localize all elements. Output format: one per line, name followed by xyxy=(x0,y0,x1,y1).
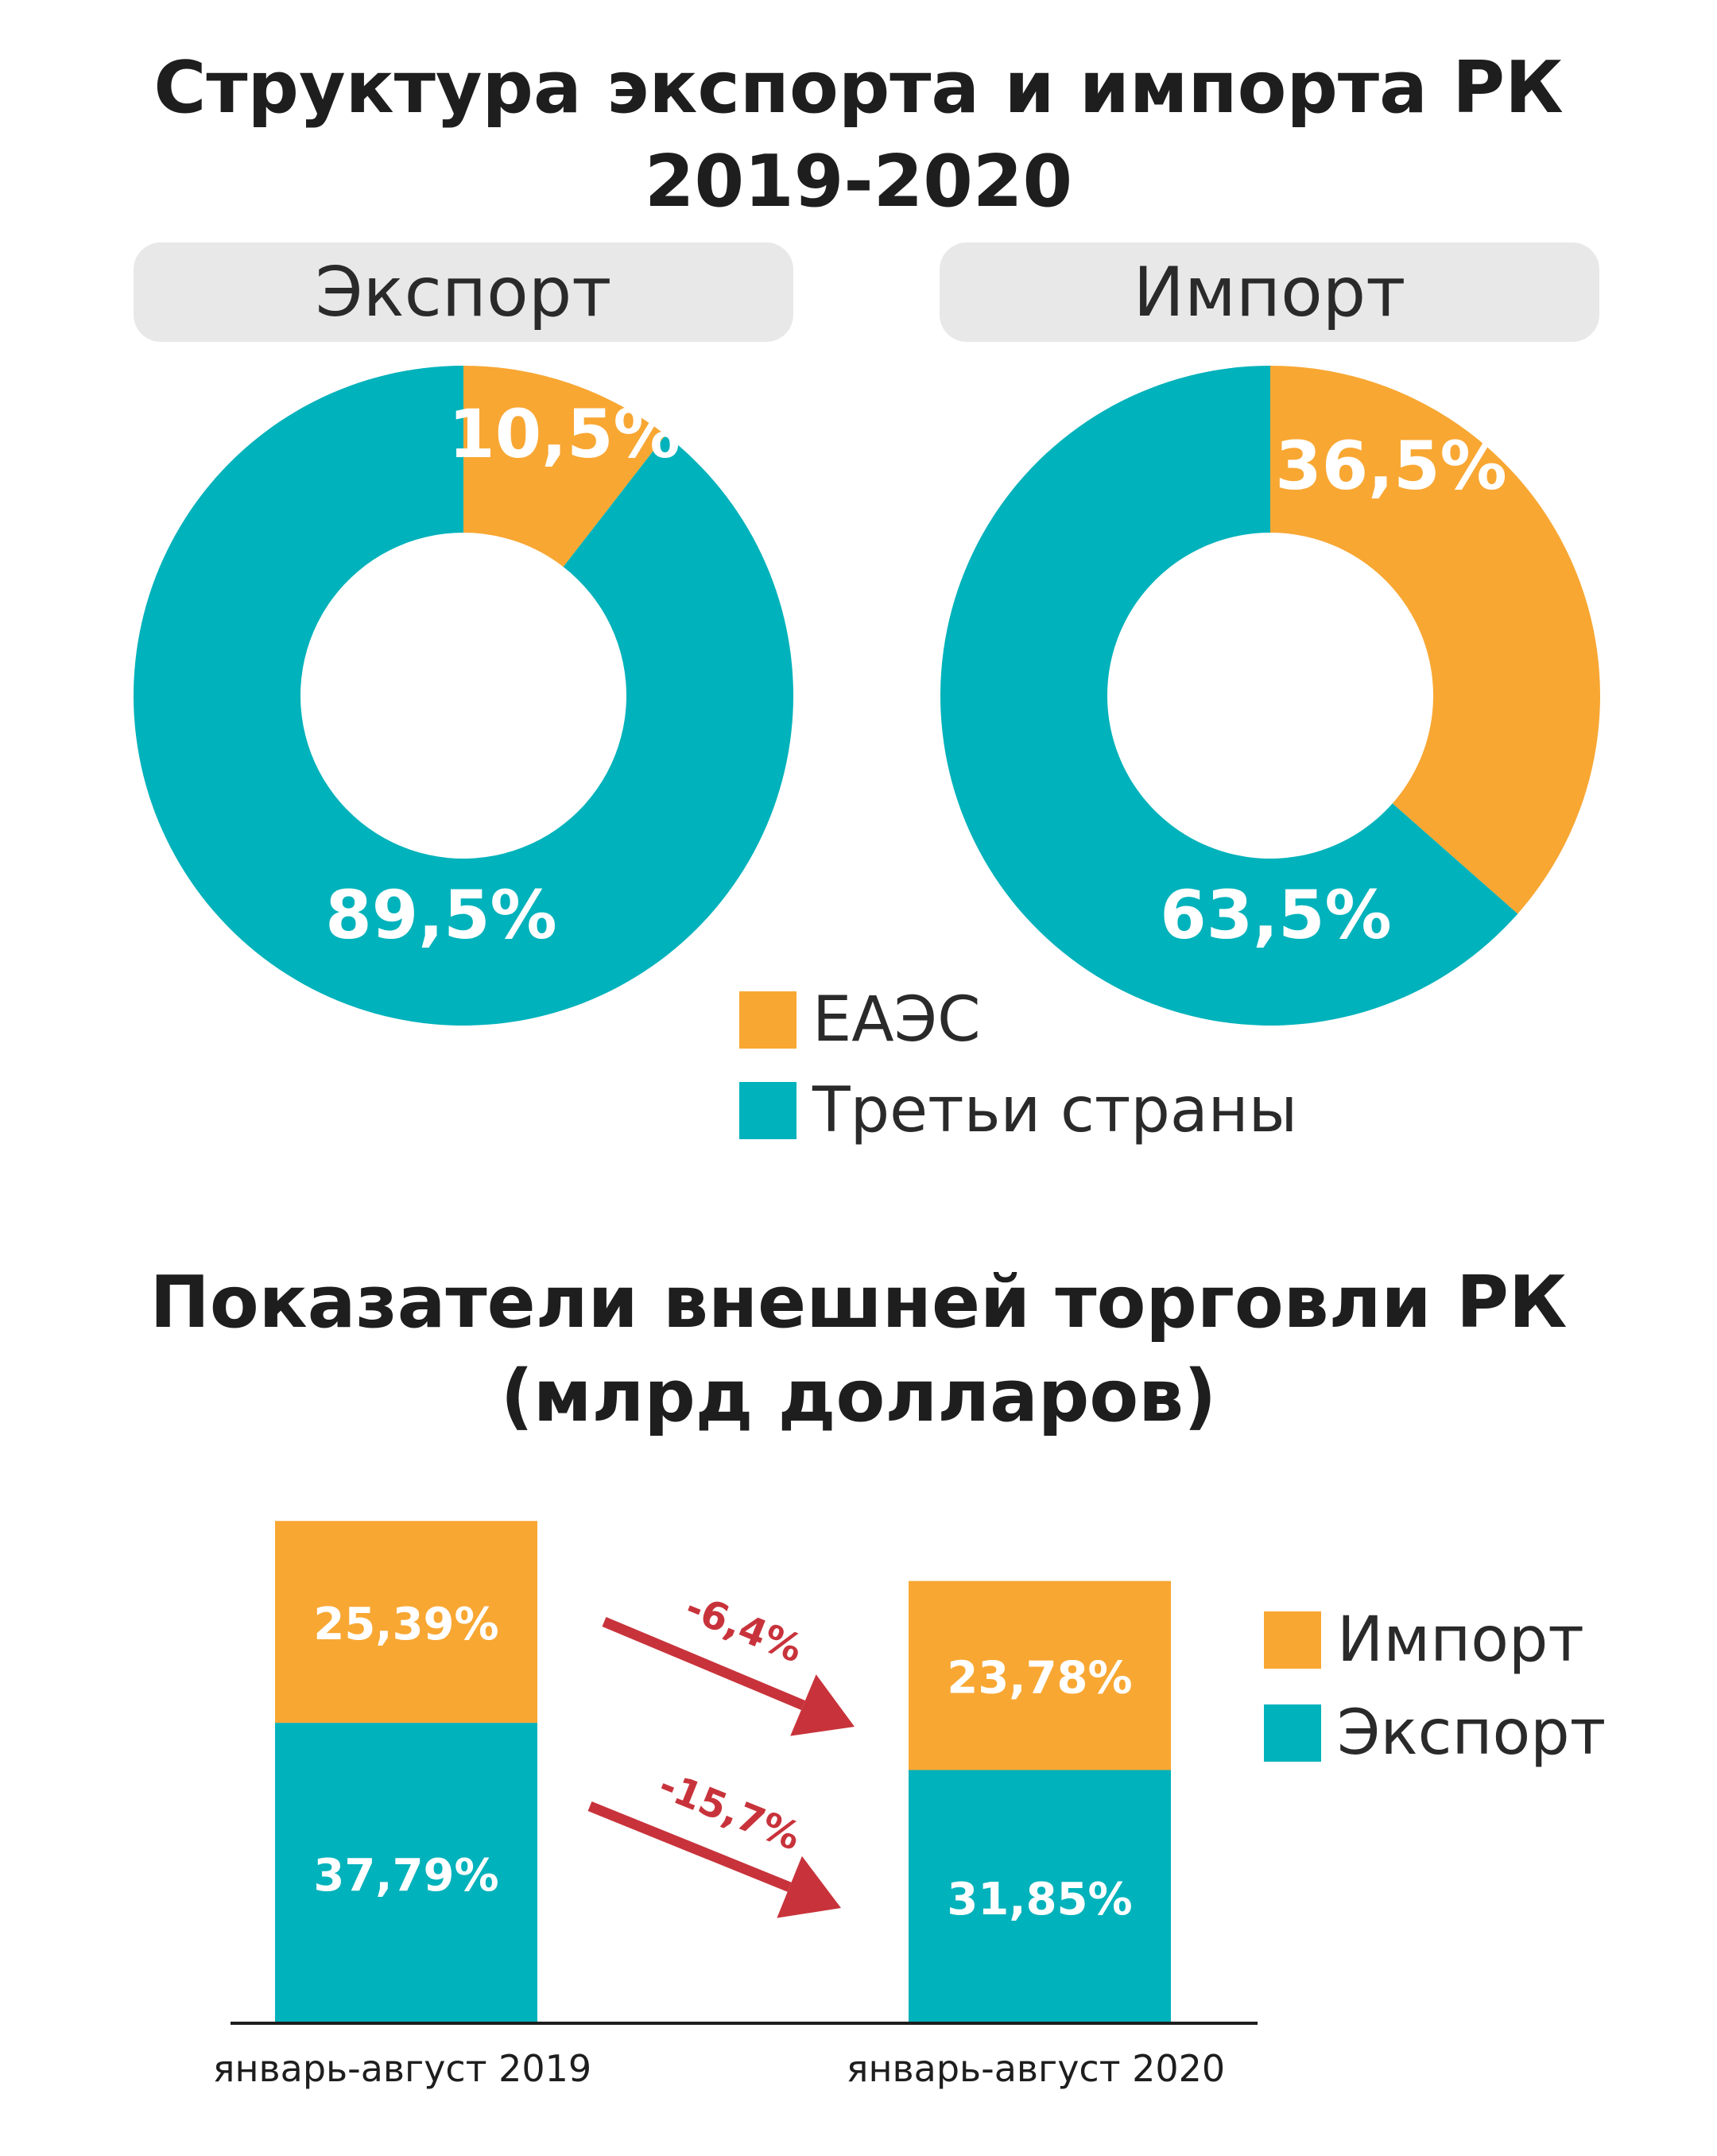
section2-title: Показатели внешней торговли РК (млрд дол… xyxy=(0,1256,1717,1444)
bar-export-label-1: 31,85% xyxy=(947,1874,1132,1925)
section2-title-line1: Показатели внешней торговли РК xyxy=(149,1261,1568,1344)
bar-legend-export-swatch xyxy=(1264,1704,1321,1762)
section2-title-line2: (млрд долларов) xyxy=(500,1355,1217,1438)
bar-category-label-1: январь-август 2020 xyxy=(847,2047,1225,2090)
import-pie-label: Импорт xyxy=(940,242,1599,342)
export-pie-label: Экспорт xyxy=(134,242,793,342)
bar-export-1 xyxy=(909,1770,1171,2023)
pie-legend-eaes-label: ЕАЭС xyxy=(812,984,981,1056)
bar-export-label-0: 37,79% xyxy=(313,1850,498,1902)
export-pie-value-label-0: 10,5% xyxy=(448,395,680,473)
bar-import-0 xyxy=(275,1521,537,1724)
export-change-arrow-shaft xyxy=(587,1801,792,1892)
import-pie-value-label-0: 36,5% xyxy=(1275,427,1506,505)
import-pie-value-label-1: 63,5% xyxy=(1160,876,1391,954)
export-pie-slice-1 xyxy=(134,366,793,1026)
bar-import-label-0: 25,39% xyxy=(313,1599,498,1650)
section1-title-line2: 2019-2020 xyxy=(644,140,1073,223)
bar-legend-export-label: Экспорт xyxy=(1337,1697,1607,1769)
bar-category-label-0: январь-август 2019 xyxy=(213,2047,591,2090)
export-pie-value-label-1: 89,5% xyxy=(325,876,556,954)
bar-legend-export: Экспорт xyxy=(1264,1697,1606,1769)
bar-import-1 xyxy=(909,1580,1171,1770)
export-pie-slice-0 xyxy=(463,366,666,568)
pie-legend-eaes: ЕАЭС xyxy=(739,984,981,1056)
export-change-arrow-head xyxy=(777,1855,841,1918)
section1-title: Структура экспорта и импорта РК 2019-202… xyxy=(0,41,1717,229)
pie-legend-third-label: Третьи страны xyxy=(812,1075,1298,1146)
pie-legend-third: Третьи страны xyxy=(739,1075,1297,1146)
import-pie-slice-1 xyxy=(940,366,1518,1026)
import-change-arrow-shaft xyxy=(602,1617,805,1710)
bar-import-label-1: 23,78% xyxy=(947,1653,1132,1704)
section1-title-line1: Структура экспорта и импорта РК xyxy=(153,46,1564,130)
pie-legend-eaes-swatch xyxy=(739,991,796,1049)
pie-legend-third-swatch xyxy=(739,1082,796,1139)
bar-legend-import-swatch xyxy=(1264,1611,1321,1669)
bar-export-0 xyxy=(275,1723,537,2023)
import-pie-slice-0 xyxy=(1270,366,1601,914)
bar-legend-import-label: Импорт xyxy=(1337,1604,1584,1676)
bar-legend-import: Импорт xyxy=(1264,1604,1584,1676)
import-change-arrow-head xyxy=(790,1674,855,1736)
